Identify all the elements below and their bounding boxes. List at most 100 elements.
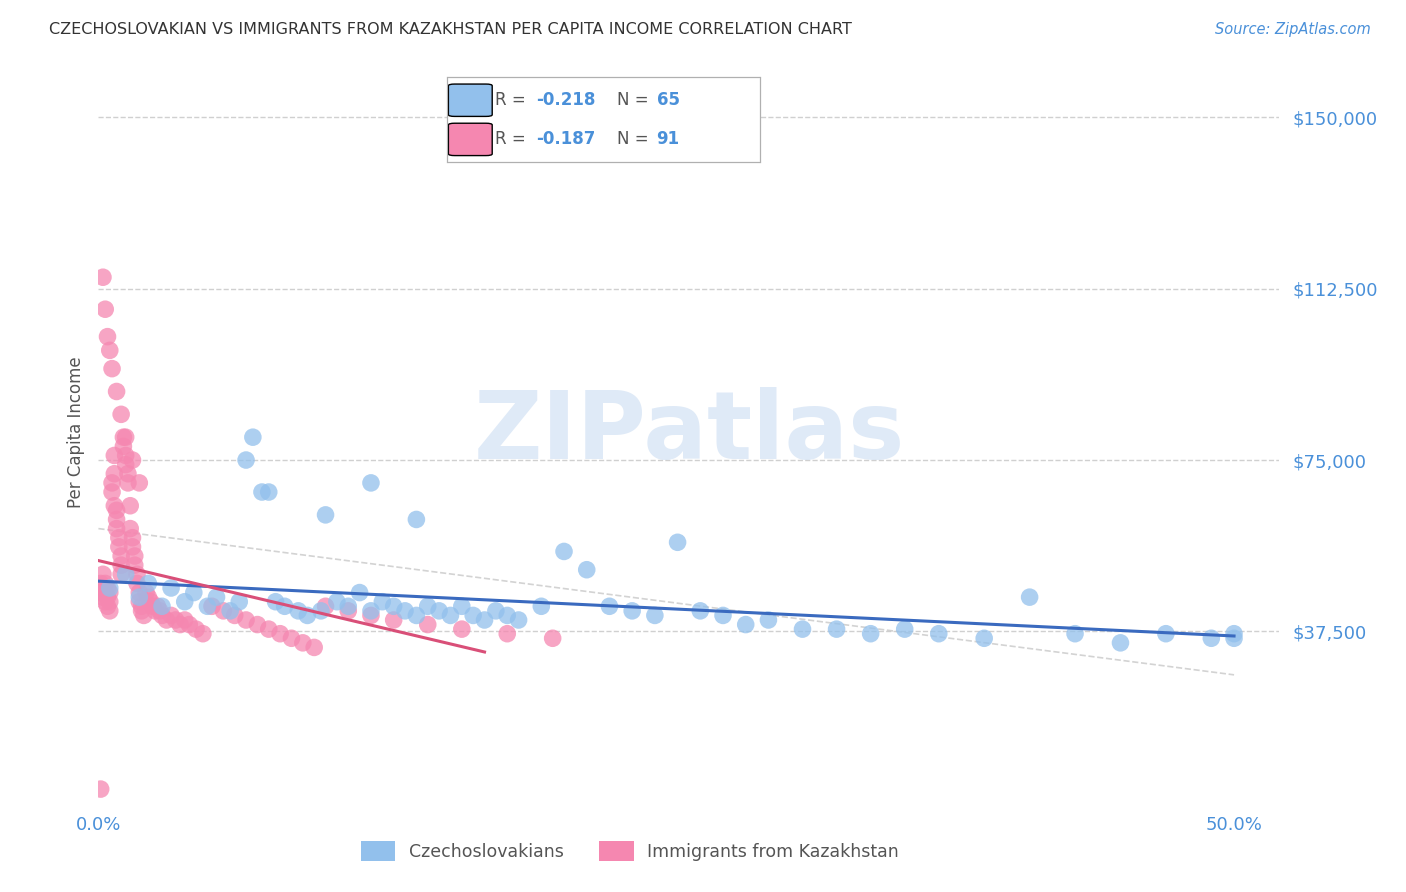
Point xyxy=(758,613,780,627)
Point xyxy=(349,585,371,599)
Point xyxy=(105,503,128,517)
Point xyxy=(117,475,139,490)
Point xyxy=(105,384,128,399)
Point xyxy=(201,599,224,614)
Point xyxy=(280,632,302,646)
Point xyxy=(142,599,165,614)
Point xyxy=(114,458,136,472)
Point xyxy=(90,782,112,797)
Point xyxy=(315,508,337,522)
Point xyxy=(91,581,114,595)
Point xyxy=(530,599,553,614)
Point xyxy=(98,604,121,618)
Point xyxy=(416,599,439,614)
Point xyxy=(146,599,169,614)
Point xyxy=(205,590,228,604)
Point xyxy=(110,549,132,563)
Point xyxy=(98,343,121,358)
Point xyxy=(621,604,644,618)
Point xyxy=(160,581,183,595)
Legend: Czechoslovakians, Immigrants from Kazakhstan: Czechoslovakians, Immigrants from Kazakh… xyxy=(354,834,905,868)
Point xyxy=(117,467,139,481)
Point xyxy=(110,567,132,582)
Point xyxy=(114,567,136,582)
Point xyxy=(138,590,160,604)
Point xyxy=(173,595,195,609)
Point xyxy=(169,617,191,632)
Point xyxy=(250,485,273,500)
Point xyxy=(197,599,219,614)
Point xyxy=(94,576,117,591)
Point xyxy=(124,558,146,573)
Point xyxy=(108,540,131,554)
Point xyxy=(893,622,915,636)
Point xyxy=(121,453,143,467)
Point xyxy=(112,430,135,444)
Point xyxy=(150,599,173,614)
Point xyxy=(96,581,118,595)
Point xyxy=(508,613,530,627)
Point xyxy=(98,595,121,609)
Point xyxy=(450,622,472,636)
Point xyxy=(242,430,264,444)
Point xyxy=(91,270,114,285)
Point xyxy=(859,626,882,640)
Point xyxy=(165,613,187,627)
Point xyxy=(121,531,143,545)
Point xyxy=(91,590,114,604)
Point xyxy=(228,595,250,609)
Point xyxy=(315,599,337,614)
Point xyxy=(110,558,132,573)
Point xyxy=(394,604,416,618)
Point xyxy=(96,329,118,343)
Point xyxy=(825,622,848,636)
Point xyxy=(184,622,207,636)
Point xyxy=(1223,626,1246,640)
Point xyxy=(135,585,157,599)
Point xyxy=(101,485,124,500)
Text: Source: ZipAtlas.com: Source: ZipAtlas.com xyxy=(1215,22,1371,37)
Point xyxy=(94,585,117,599)
Point xyxy=(416,617,439,632)
Point xyxy=(96,590,118,604)
Point xyxy=(128,475,150,490)
Point xyxy=(246,617,269,632)
Point xyxy=(326,595,349,609)
Point xyxy=(257,622,280,636)
Point xyxy=(450,599,472,614)
Point xyxy=(143,604,166,618)
Point xyxy=(734,617,756,632)
Point xyxy=(598,599,620,614)
Text: ZIPatlas: ZIPatlas xyxy=(474,386,904,479)
Point xyxy=(103,467,125,481)
Point xyxy=(269,626,291,640)
Point xyxy=(103,449,125,463)
Point xyxy=(1064,626,1087,640)
Point xyxy=(114,430,136,444)
Point xyxy=(179,617,201,632)
Point xyxy=(297,608,319,623)
Point xyxy=(439,608,461,623)
Point xyxy=(128,595,150,609)
Point xyxy=(257,485,280,500)
Point xyxy=(711,608,734,623)
Point xyxy=(112,439,135,453)
Point xyxy=(91,567,114,582)
Point xyxy=(360,475,382,490)
Point xyxy=(160,608,183,623)
Point xyxy=(155,613,177,627)
Point xyxy=(553,544,575,558)
Point xyxy=(405,608,427,623)
Point xyxy=(132,608,155,623)
Point xyxy=(138,576,160,591)
Point xyxy=(183,585,205,599)
Point xyxy=(139,595,162,609)
Point xyxy=(128,590,150,604)
Point xyxy=(212,604,235,618)
Point xyxy=(131,599,153,614)
Point xyxy=(1201,632,1223,646)
Point xyxy=(101,361,124,376)
Point xyxy=(928,626,950,640)
Point xyxy=(120,522,142,536)
Point xyxy=(382,613,405,627)
